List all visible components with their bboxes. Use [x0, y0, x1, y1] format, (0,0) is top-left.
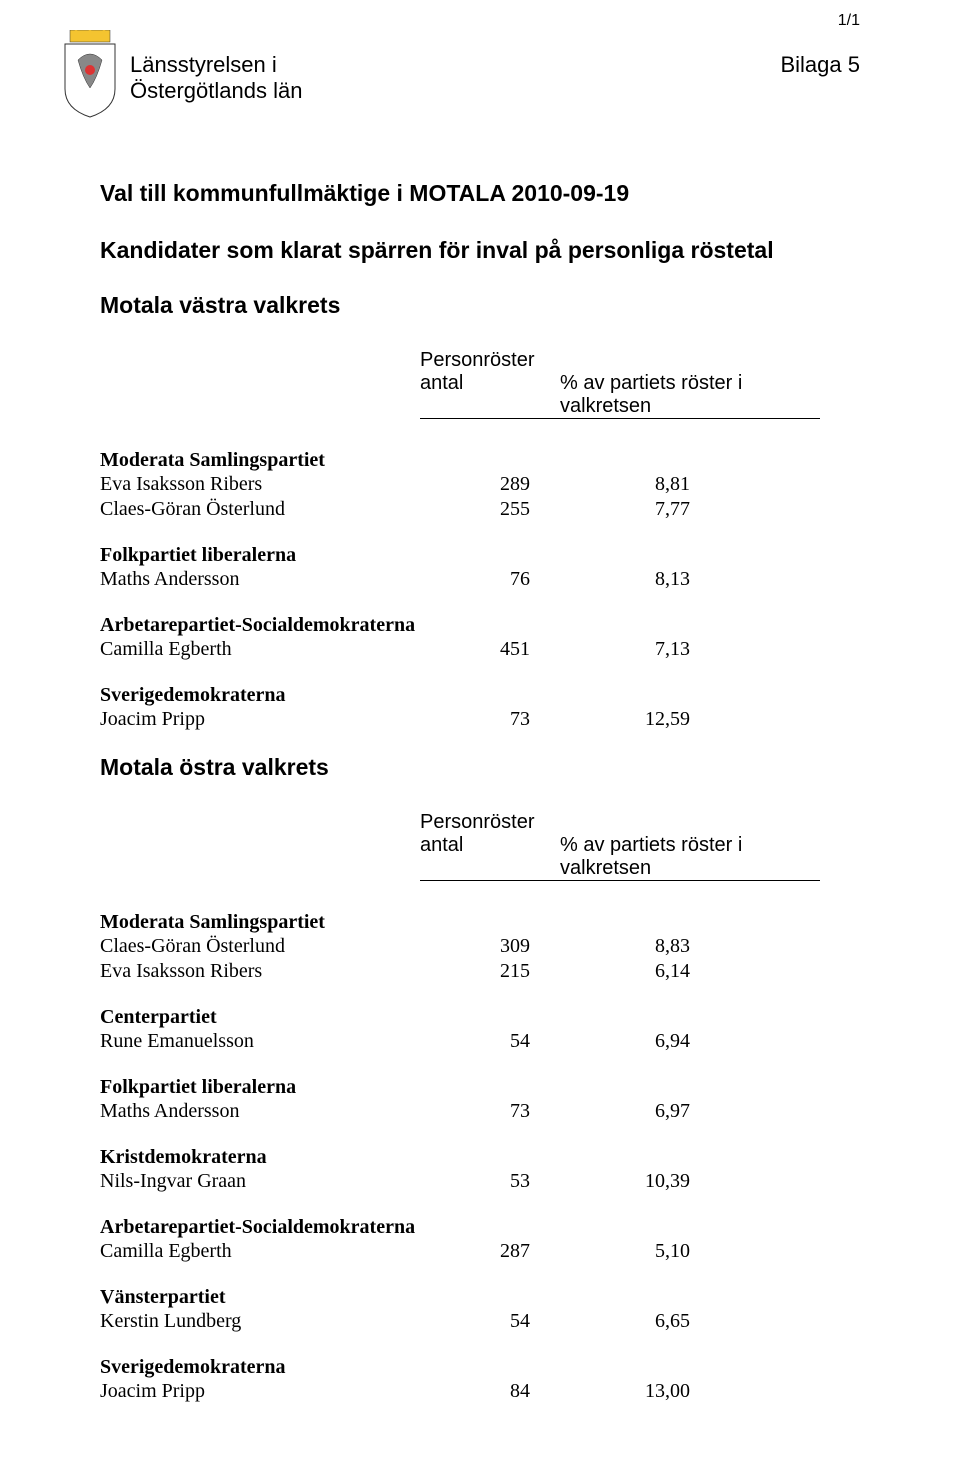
party-group: Arbetarepartiet-SocialdemokraternaCamill… [100, 1216, 860, 1264]
votes-count: 255 [440, 497, 530, 522]
candidate-name: Joacim Pripp [100, 1379, 440, 1404]
votes-count: 84 [440, 1379, 530, 1404]
candidate-name: Rune Emanuelsson [100, 1029, 440, 1054]
votes-percent: 6,94 [530, 1029, 690, 1054]
party-group: SverigedemokraternaJoacim Pripp8413,00 [100, 1356, 860, 1404]
votes-count: 289 [440, 472, 530, 497]
colheader-top: Personröster [420, 349, 860, 372]
candidate-row: Maths Andersson768,13 [100, 567, 860, 592]
votes-percent: 13,00 [530, 1379, 690, 1404]
party-group: Moderata SamlingspartietClaes-Göran Öste… [100, 911, 860, 984]
colheader-percent: % av partiets röster i valkretsen [560, 834, 820, 880]
party-name: Moderata Samlingspartiet [100, 449, 860, 472]
votes-percent: 5,10 [530, 1239, 690, 1264]
candidate-name: Nils-Ingvar Graan [100, 1169, 440, 1194]
candidate-name: Kerstin Lundberg [100, 1309, 440, 1334]
party-name: Sverigedemokraterna [100, 684, 860, 707]
candidate-name: Claes-Göran Österlund [100, 934, 440, 959]
column-header: Personröster antal % av partiets röster … [420, 349, 860, 419]
candidate-name: Maths Andersson [100, 1099, 440, 1124]
party-group: Arbetarepartiet-SocialdemokraternaCamill… [100, 614, 860, 662]
candidate-row: Camilla Egberth2875,10 [100, 1239, 860, 1264]
votes-count: 54 [440, 1309, 530, 1334]
authority-line1: Länsstyrelsen i [130, 52, 780, 78]
votes-count: 54 [440, 1029, 530, 1054]
candidate-name: Joacim Pripp [100, 707, 440, 732]
attachment-label: Bilaga 5 [780, 30, 860, 78]
candidate-name: Camilla Egberth [100, 1239, 440, 1264]
party-name: Vänsterpartiet [100, 1286, 860, 1309]
votes-count: 76 [440, 567, 530, 592]
votes-percent: 12,59 [530, 707, 690, 732]
votes-count: 287 [440, 1239, 530, 1264]
party-group: Folkpartiet liberalernaMaths Andersson73… [100, 1076, 860, 1124]
colheader-percent: % av partiets röster i valkretsen [560, 372, 820, 418]
party-name: Folkpartiet liberalerna [100, 544, 860, 567]
votes-percent: 6,14 [530, 959, 690, 984]
candidate-row: Eva Isaksson Ribers2156,14 [100, 959, 860, 984]
candidate-name: Camilla Egberth [100, 637, 440, 662]
votes-count: 309 [440, 934, 530, 959]
votes-percent: 8,83 [530, 934, 690, 959]
party-name: Sverigedemokraterna [100, 1356, 860, 1379]
candidate-row: Joacim Pripp7312,59 [100, 707, 860, 732]
party-name: Arbetarepartiet-Socialdemokraterna [100, 614, 860, 637]
candidate-row: Maths Andersson736,97 [100, 1099, 860, 1124]
district-heading: Motala västra valkrets [100, 292, 860, 319]
party-group: Moderata SamlingspartietEva Isaksson Rib… [100, 449, 860, 522]
party-name: Folkpartiet liberalerna [100, 1076, 860, 1099]
candidate-name: Claes-Göran Österlund [100, 497, 440, 522]
colheader-antal: antal [420, 372, 560, 418]
votes-count: 451 [440, 637, 530, 662]
votes-percent: 10,39 [530, 1169, 690, 1194]
party-group: KristdemokraternaNils-Ingvar Graan5310,3… [100, 1146, 860, 1194]
party-name: Moderata Samlingspartiet [100, 911, 860, 934]
votes-percent: 7,13 [530, 637, 690, 662]
candidate-row: Eva Isaksson Ribers2898,81 [100, 472, 860, 497]
party-group: SverigedemokraternaJoacim Pripp7312,59 [100, 684, 860, 732]
votes-percent: 6,65 [530, 1309, 690, 1334]
page-number: 1/1 [838, 12, 860, 30]
page-subtitle: Kandidater som klarat spärren för inval … [100, 237, 860, 264]
party-group: Folkpartiet liberalernaMaths Andersson76… [100, 544, 860, 592]
candidate-row: Nils-Ingvar Graan5310,39 [100, 1169, 860, 1194]
candidate-row: Joacim Pripp8413,00 [100, 1379, 860, 1404]
candidate-row: Camilla Egberth4517,13 [100, 637, 860, 662]
candidate-name: Eva Isaksson Ribers [100, 959, 440, 984]
district-heading: Motala östra valkrets [100, 754, 860, 781]
votes-percent: 6,97 [530, 1099, 690, 1124]
votes-percent: 7,77 [530, 497, 690, 522]
party-name: Centerpartiet [100, 1006, 860, 1029]
column-header: Personröster antal % av partiets röster … [420, 811, 860, 881]
candidate-name: Maths Andersson [100, 567, 440, 592]
candidate-row: Claes-Göran Österlund2557,77 [100, 497, 860, 522]
authority-name: Länsstyrelsen i Östergötlands län [130, 30, 780, 104]
votes-count: 73 [440, 707, 530, 732]
candidate-row: Rune Emanuelsson546,94 [100, 1029, 860, 1054]
authority-line2: Östergötlands län [130, 78, 780, 104]
colheader-top: Personröster [420, 811, 860, 834]
votes-count: 215 [440, 959, 530, 984]
header: Länsstyrelsen i Östergötlands län Bilaga… [100, 30, 860, 120]
candidate-row: Kerstin Lundberg546,65 [100, 1309, 860, 1334]
party-name: Arbetarepartiet-Socialdemokraterna [100, 1216, 860, 1239]
votes-percent: 8,81 [530, 472, 690, 497]
party-name: Kristdemokraterna [100, 1146, 860, 1169]
party-group: VänsterpartietKerstin Lundberg546,65 [100, 1286, 860, 1334]
colheader-antal: antal [420, 834, 560, 880]
candidate-row: Claes-Göran Österlund3098,83 [100, 934, 860, 959]
candidate-name: Eva Isaksson Ribers [100, 472, 440, 497]
county-crest-icon [60, 30, 120, 120]
votes-count: 53 [440, 1169, 530, 1194]
votes-count: 73 [440, 1099, 530, 1124]
party-group: CenterpartietRune Emanuelsson546,94 [100, 1006, 860, 1054]
page-title: Val till kommunfullmäktige i MOTALA 2010… [100, 180, 860, 207]
votes-percent: 8,13 [530, 567, 690, 592]
